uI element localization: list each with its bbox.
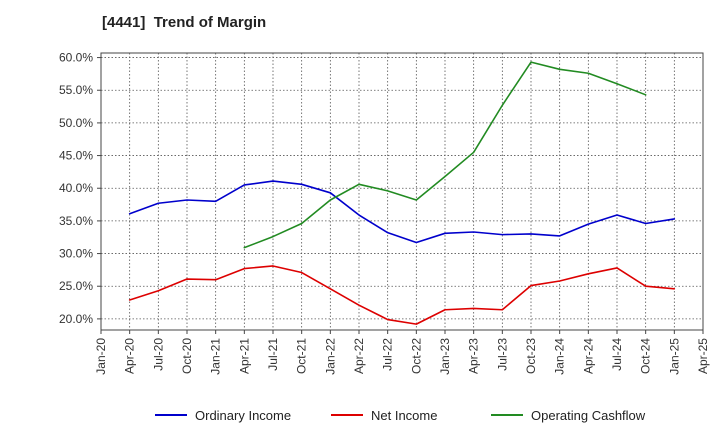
x-tick-label: Jan-25 (667, 338, 681, 375)
x-tick-label: Apr-23 (467, 338, 481, 374)
x-tick-label: Oct-20 (180, 338, 194, 374)
x-tick-label: Apr-20 (123, 338, 137, 374)
y-tick-label: 60.0% (59, 51, 93, 65)
y-tick-label: 30.0% (59, 247, 93, 261)
x-tick-label: Jul-21 (266, 338, 280, 371)
x-tick-label: Jul-23 (495, 338, 509, 371)
y-tick-label: 25.0% (59, 279, 93, 293)
x-tick-label: Jan-22 (323, 338, 337, 375)
x-tick-label: Jan-24 (553, 338, 567, 375)
y-tick-label: 40.0% (59, 181, 93, 195)
x-tick-label: Apr-21 (237, 338, 251, 374)
plot-background (101, 53, 703, 330)
axes: 20.0% 25.0% 30.0% 35.0% 40.0% 45.0% 50.0% 55.0%… (59, 51, 710, 375)
y-tick-label: 50.0% (59, 116, 93, 130)
legend: Ordinary Income Net Income Operating Cashf… (155, 408, 646, 423)
x-tick-label: Oct-22 (409, 338, 423, 374)
legend-label: Net Income (371, 408, 437, 423)
y-tick-label: 35.0% (59, 214, 93, 228)
x-tick-label: Jul-22 (381, 338, 395, 371)
x-tick-label: Jan-20 (94, 338, 108, 375)
x-tick-label: Jul-20 (151, 338, 165, 371)
x-tick-label: Apr-25 (696, 338, 710, 374)
legend-label: Operating Cashflow (531, 408, 646, 423)
plot-frame (100, 52, 704, 331)
plot-area (101, 53, 703, 330)
series-lines (128, 61, 676, 325)
chart-title: [4441] Trend of Margin (102, 14, 267, 31)
x-tick-label: Apr-24 (581, 338, 595, 374)
series-line-operating-cashflow (243, 61, 647, 249)
x-tick-label: Jan-23 (438, 338, 452, 375)
series-line-net-income (128, 265, 676, 325)
x-tick-label: Oct-23 (524, 338, 538, 374)
legend-label: Ordinary Income (195, 408, 291, 423)
x-tick-label: Apr-22 (352, 338, 366, 374)
x-tick-label: Jan-21 (209, 338, 223, 375)
x-tick-label: Jul-24 (610, 338, 624, 371)
x-tick-label: Oct-24 (639, 338, 653, 374)
series-line-ordinary-income (128, 180, 676, 244)
y-tick-label: 45.0% (59, 149, 93, 163)
y-tick-label: 20.0% (59, 312, 93, 326)
y-tick-label: 55.0% (59, 83, 93, 97)
x-tick-label: Oct-21 (295, 338, 309, 374)
